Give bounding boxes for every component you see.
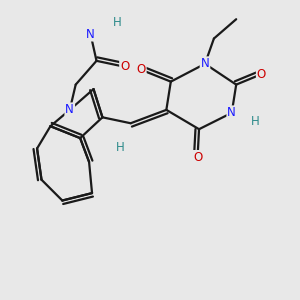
- Text: N: N: [86, 28, 95, 40]
- Text: H: H: [113, 16, 122, 29]
- Text: H: H: [116, 140, 125, 154]
- Text: O: O: [257, 68, 266, 81]
- Text: N: N: [201, 57, 209, 70]
- Text: O: O: [193, 151, 202, 164]
- Text: O: O: [136, 63, 146, 76]
- Text: N: N: [65, 103, 74, 116]
- Text: O: O: [120, 60, 129, 73]
- Text: H: H: [251, 115, 260, 128]
- Text: N: N: [227, 106, 236, 119]
